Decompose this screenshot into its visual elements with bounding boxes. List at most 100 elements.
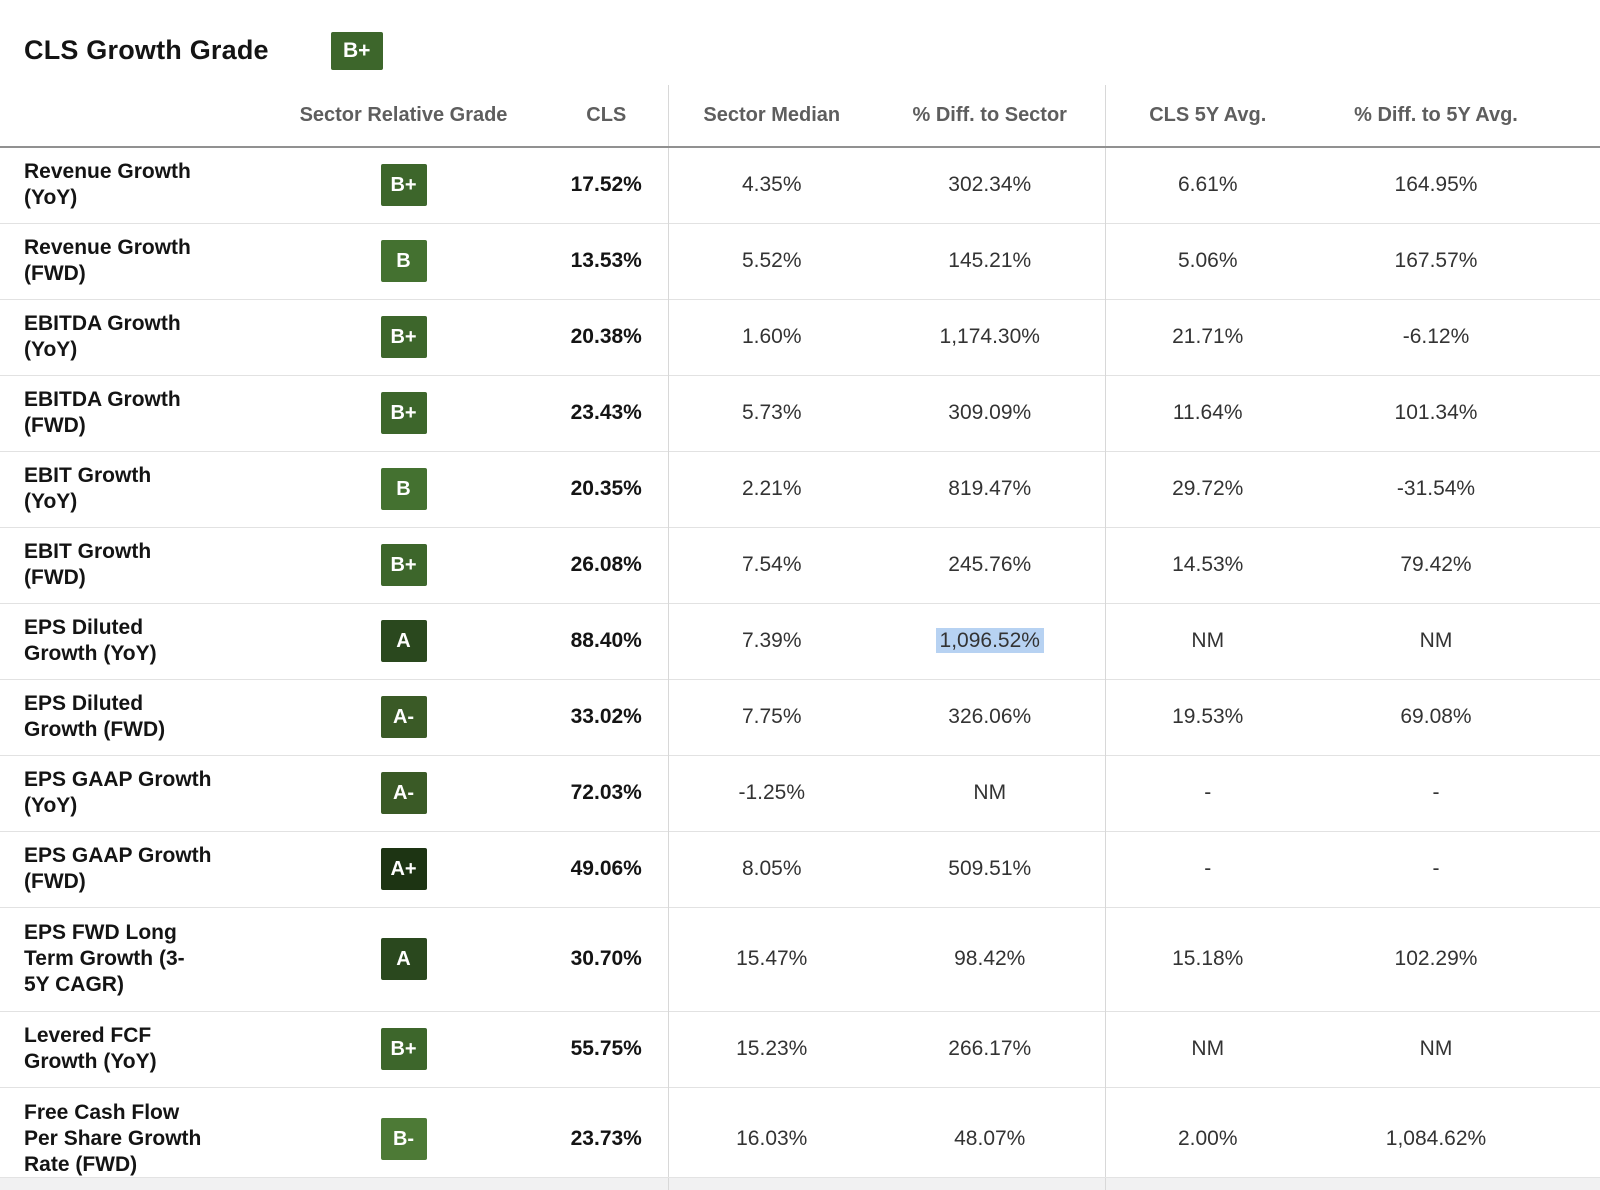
sector-median-cell: 15.23% xyxy=(667,1010,875,1087)
col-header-sector-relative-grade: Sector Relative Grade xyxy=(262,85,545,148)
sector-median-cell: 8.05% xyxy=(667,830,875,907)
next-section-edge xyxy=(0,1177,1600,1190)
cls-5y-avg-cell: 29.72% xyxy=(1104,450,1310,527)
metric-label-cell: Free Cash Flow Per Share Growth Rate (FW… xyxy=(0,1086,262,1190)
metric-label-cell: EBIT Growth (YoY) xyxy=(0,450,262,527)
sector-median-cell: 15.47% xyxy=(667,906,875,1011)
diff-to-sector-cell: 302.34% xyxy=(948,173,1032,197)
sector-median-cell: -1.25% xyxy=(667,754,875,831)
metric-label-cell: EBIT Growth (FWD) xyxy=(0,526,262,603)
cls-value-cell: 20.38% xyxy=(545,298,668,375)
cls-5y-avg-cell: 21.71% xyxy=(1104,298,1310,375)
diff-to-sector-cell: 509.51% xyxy=(875,830,1105,907)
grade-badge: B+ xyxy=(380,544,427,586)
metric-label-cell: Revenue Growth (FWD) xyxy=(0,222,262,299)
table-row: EPS FWD Long Term Growth (3- 5Y CAGR) A 30… xyxy=(0,906,1600,1011)
cls-value-cell: 30.70% xyxy=(545,906,668,1011)
diff-to-sector-cell: 1,096.52% xyxy=(875,602,1105,679)
cls-5y-avg-cell: 11.64% xyxy=(1104,374,1310,451)
grade-badge: B xyxy=(380,240,427,282)
table-row: Revenue Growth (YoY) B+ 17.52% 4.35% 302.34%… xyxy=(0,147,1600,223)
grade-badge: A+ xyxy=(380,848,427,890)
table-row: Levered FCF Growth (YoY) B+ 55.75% 15.23% 26… xyxy=(0,1010,1600,1087)
diff-to-5y-avg-cell: NM xyxy=(1310,1010,1600,1087)
cls-5y-avg-cell: 2.00% xyxy=(1104,1086,1310,1190)
table-body: Revenue Growth (YoY) B+ 17.52% 4.35% 302.34%… xyxy=(0,147,1600,1190)
diff-to-sector-cell: 326.06% xyxy=(875,678,1105,755)
grade-badge: B+ xyxy=(380,1028,427,1070)
diff-to-sector-cell: 266.17% xyxy=(875,1010,1105,1087)
summary-grade-badge[interactable]: B+ xyxy=(330,31,383,70)
cls-5y-avg-cell: 5.06% xyxy=(1104,222,1310,299)
grade-cell: B+ xyxy=(262,298,545,375)
metric-label-cell: Levered FCF Growth (YoY) xyxy=(0,1010,262,1087)
diff-to-sector-cell: 98.42% xyxy=(875,906,1105,1011)
metric-label-cell: EBITDA Growth (FWD) xyxy=(0,374,262,451)
table-row: Revenue Growth (FWD) B 13.53% 5.52% 145.21% 5… xyxy=(0,222,1600,299)
grade-cell: B+ xyxy=(262,147,545,223)
selected-text-highlight: 1,096.52% xyxy=(935,628,1044,653)
metric-label-cell: Revenue Growth (YoY) xyxy=(24,160,191,210)
cls-value-cell: 55.75% xyxy=(545,1010,668,1087)
diff-to-5y-avg-cell: - xyxy=(1310,754,1600,831)
sector-median-cell: 5.73% xyxy=(667,374,875,451)
diff-to-sector-cell: 819.47% xyxy=(875,450,1105,527)
table-row: Free Cash Flow Per Share Growth Rate (FW… xyxy=(0,1086,1600,1190)
grade-cell: B- xyxy=(262,1086,545,1190)
diff-to-5y-avg-cell: NM xyxy=(1310,602,1600,679)
cls-5y-avg-cell: NM xyxy=(1104,1010,1310,1087)
grade-badge: B+ xyxy=(380,392,427,434)
table-row: EPS GAAP Growth (FWD) A+ 49.06% 8.05% 509.51… xyxy=(0,830,1600,907)
diff-to-5y-avg-cell: 164.95% xyxy=(1394,173,1478,197)
col-header-sector-median: Sector Median xyxy=(667,85,875,148)
cls-5y-avg-cell: 14.53% xyxy=(1104,526,1310,603)
table-row: EPS Diluted Growth (YoY) A 88.40% 7.39% 1,09… xyxy=(0,602,1600,679)
cls-value-cell: 23.43% xyxy=(545,374,668,451)
cls-value-cell: 13.53% xyxy=(545,222,668,299)
sector-median-cell: 5.52% xyxy=(667,222,875,299)
column-divider-line xyxy=(1105,1178,1106,1190)
diff-to-5y-avg-cell: 69.08% xyxy=(1310,678,1600,755)
sector-median-cell: 4.35% xyxy=(667,147,875,223)
grade-badge: B- xyxy=(380,1118,427,1161)
col-header-diff-to-5y-avg: % Diff. to 5Y Avg. xyxy=(1310,85,1600,148)
sector-median-cell: 7.75% xyxy=(667,678,875,755)
cls-5y-avg-cell: NM xyxy=(1104,602,1310,679)
grade-cell: A- xyxy=(262,678,545,755)
diff-to-5y-avg-cell: 167.57% xyxy=(1310,222,1600,299)
table-header-row: Sector Relative Grade CLS Sector Median … xyxy=(0,85,1600,148)
grade-badge: B+ xyxy=(380,164,427,207)
grade-cell: A- xyxy=(262,754,545,831)
table-row: EBIT Growth (YoY) B 20.35% 2.21% 819.47% 29.7… xyxy=(0,450,1600,527)
table-row: EPS Diluted Growth (FWD) A- 33.02% 7.75% 326… xyxy=(0,678,1600,755)
sector-median-cell: 7.39% xyxy=(667,602,875,679)
cls-5y-avg-cell: 15.18% xyxy=(1104,906,1310,1011)
cls-5y-avg-cell: 6.61% xyxy=(1104,147,1310,223)
metric-label-cell: EPS Diluted Growth (YoY) xyxy=(0,602,262,679)
diff-to-sector-cell: 309.09% xyxy=(875,374,1105,451)
diff-to-5y-avg-cell: 79.42% xyxy=(1310,526,1600,603)
diff-to-5y-avg-cell: 102.29% xyxy=(1310,906,1600,1011)
sector-median-cell: 1.60% xyxy=(667,298,875,375)
column-divider-line xyxy=(668,1178,669,1190)
table-row: EPS GAAP Growth (YoY) A- 72.03% -1.25% NM - - xyxy=(0,754,1600,831)
grade-cell: B+ xyxy=(262,1010,545,1087)
col-header-diff-to-sector: % Diff. to Sector xyxy=(875,85,1105,148)
sector-median-cell: 7.54% xyxy=(667,526,875,603)
diff-to-5y-avg-cell: 1,084.62% xyxy=(1310,1086,1600,1190)
cls-value-cell: 26.08% xyxy=(545,526,668,603)
grade-badge: A- xyxy=(380,772,427,814)
metric-label-cell: EBITDA Growth (YoY) xyxy=(0,298,262,375)
grade-cell: A+ xyxy=(262,830,545,907)
metric-label-cell: EPS Diluted Growth (FWD) xyxy=(0,678,262,755)
diff-to-5y-avg-cell: -6.12% xyxy=(1310,298,1600,375)
cls-5y-avg-cell: 19.53% xyxy=(1104,678,1310,755)
cls-value-cell: 33.02% xyxy=(545,678,668,755)
sector-median-cell: 16.03% xyxy=(667,1086,875,1190)
diff-to-5y-avg-cell: -31.54% xyxy=(1310,450,1600,527)
cls-value-cell: 49.06% xyxy=(545,830,668,907)
col-header-blank xyxy=(0,85,262,148)
cls-value-cell: 72.03% xyxy=(545,754,668,831)
table-row: EBITDA Growth (YoY) B+ 20.38% 1.60% 1,174.30… xyxy=(0,298,1600,375)
growth-grade-table: Sector Relative Grade CLS Sector Median … xyxy=(0,85,1600,1190)
